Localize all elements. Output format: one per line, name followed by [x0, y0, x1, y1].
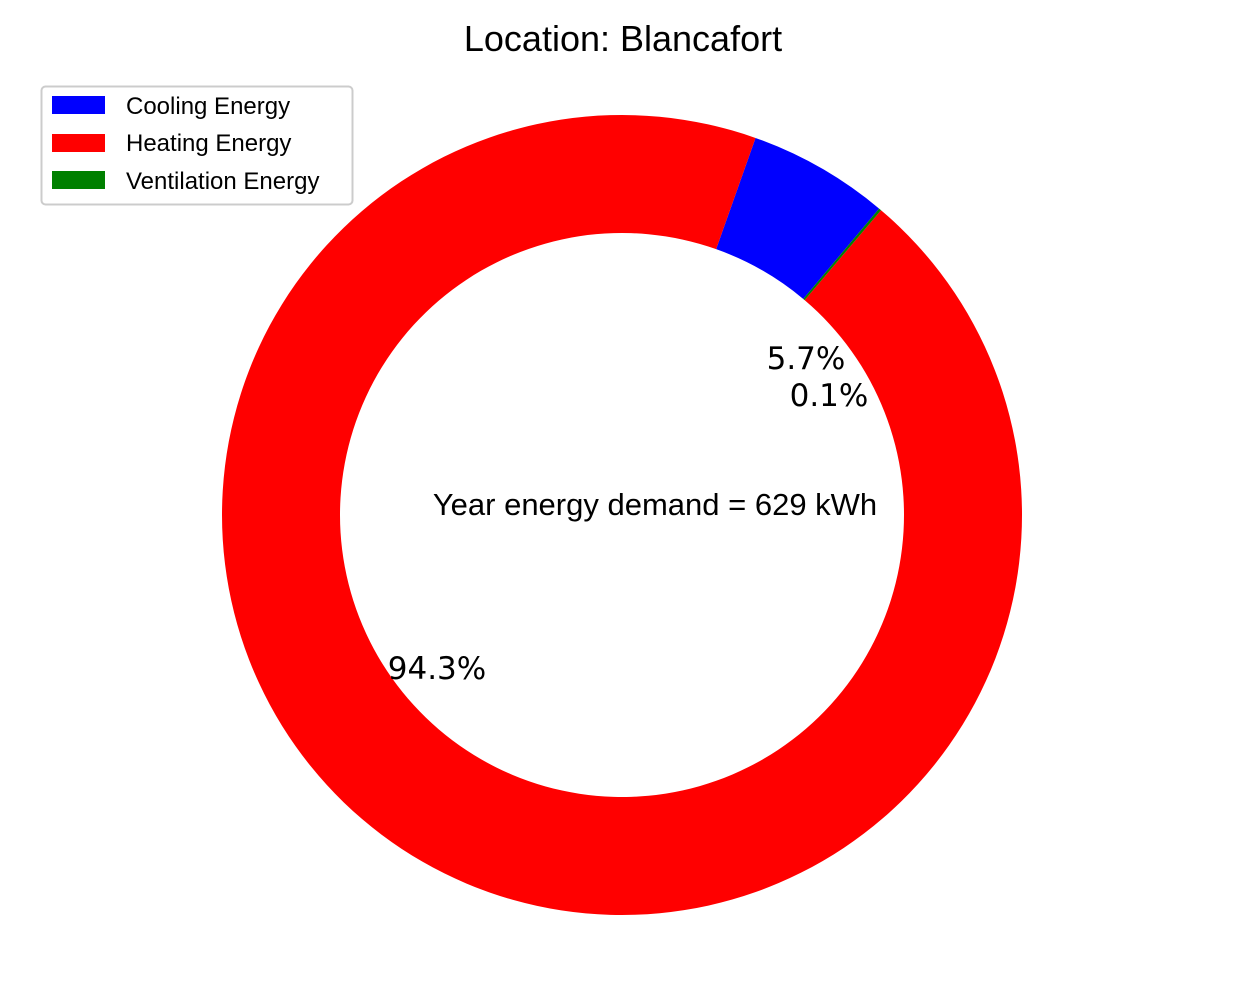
- percentage-labels: 5.7% 94.3% 0.1%: [388, 341, 869, 687]
- legend: Cooling Energy Heating Energy Ventilatio…: [40, 85, 354, 206]
- pct-label-ventilation: 0.1%: [790, 378, 869, 414]
- legend-label-heating: Heating Energy: [126, 130, 291, 157]
- legend-entry-cooling: Cooling Energy: [52, 93, 290, 120]
- legend-label-cooling: Cooling Energy: [126, 93, 290, 120]
- legend-swatch-cooling: [52, 96, 105, 114]
- legend-swatch-heating: [52, 134, 105, 152]
- wedge-cooling: [716, 137, 880, 299]
- wedge-heating: [222, 115, 1023, 916]
- legend-entry-heating: Heating Energy: [52, 130, 291, 157]
- wedge-ventilation: [803, 208, 882, 301]
- pct-label-cooling: 5.7%: [767, 341, 846, 377]
- donut-wedges: [222, 115, 1023, 916]
- legend-label-ventilation: Ventilation Energy: [126, 168, 319, 195]
- legend-swatch-ventilation: [52, 171, 105, 189]
- chart-title: Location: Blancafort: [464, 18, 782, 59]
- legend-frame: [40, 85, 354, 206]
- legend-entry-ventilation: Ventilation Energy: [52, 168, 319, 195]
- pct-label-heating: 94.3%: [388, 651, 486, 687]
- center-label: Year energy demand = 629 kWh: [433, 487, 877, 522]
